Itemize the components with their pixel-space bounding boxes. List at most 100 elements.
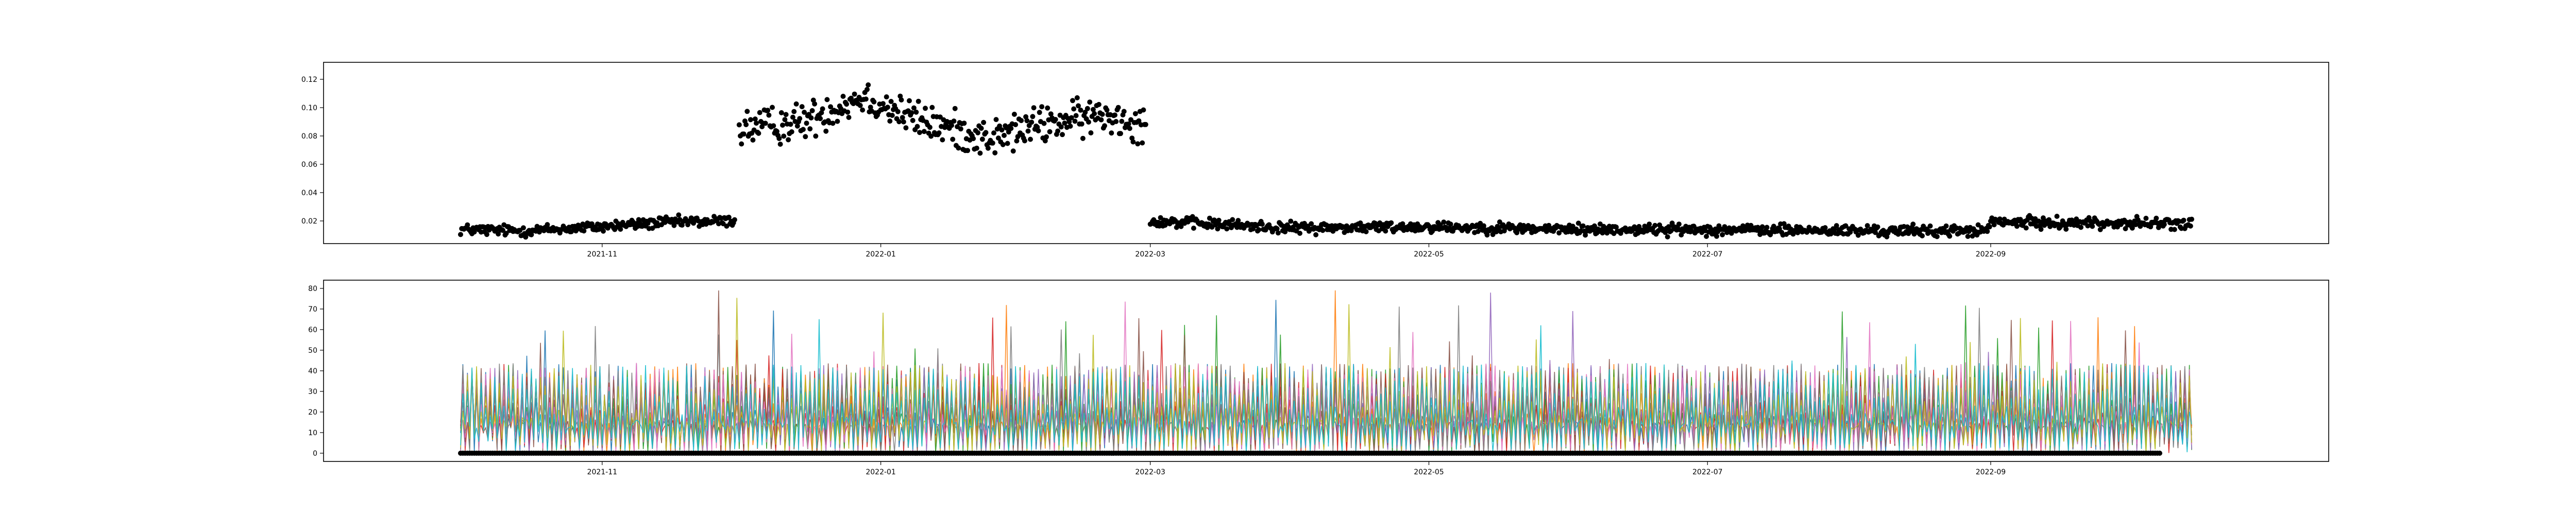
scatter-point [830, 121, 836, 126]
scatter-point [766, 112, 772, 118]
scatter-point [1023, 114, 1029, 119]
scatter-point [601, 228, 606, 234]
scatter-point [1235, 218, 1241, 224]
scatter-point [1663, 230, 1668, 235]
scatter-point [2097, 227, 2103, 232]
scatter-chart-top: 2021-11 2022-01 2022-03 2022-05 2022-07 2022-… [301, 62, 2329, 259]
scatter-point [1580, 223, 1586, 229]
scatter-point [503, 231, 509, 236]
scatter-point [1575, 220, 1581, 226]
x-tick-label: 2021-11 [587, 468, 618, 476]
scatter-point [907, 98, 912, 104]
scatter-point [844, 101, 850, 107]
scatter-point [845, 109, 851, 115]
x-tick-label: 2022-09 [1976, 468, 2006, 476]
scatter-point [484, 232, 489, 237]
scatter-point [1000, 142, 1006, 147]
scatter-point [909, 110, 914, 115]
scatter-point [1822, 225, 1828, 231]
scatter-point [936, 130, 942, 136]
scatter-point [1363, 229, 1369, 234]
scatter-point [1991, 222, 1997, 228]
scatter-point [901, 119, 906, 125]
x-tick-label: 2022-03 [1135, 468, 1165, 476]
scatter-point [1400, 221, 1405, 227]
scatter-point [782, 117, 788, 123]
scatter-point [1676, 221, 1682, 227]
scatter-point [991, 130, 996, 136]
y-tick-label: 10 [308, 429, 317, 437]
scatter-point [852, 91, 857, 97]
scatter-point [1028, 136, 1033, 142]
scatter-point [896, 119, 902, 125]
scatter-point [1045, 105, 1050, 111]
scatter-point [812, 101, 818, 107]
x-tick-label: 2021-11 [587, 250, 618, 259]
scatter-point [2054, 214, 2060, 219]
scatter-point [911, 105, 917, 111]
scatter-point [743, 122, 749, 127]
scatter-point [985, 145, 991, 151]
scatter-point [2129, 225, 2135, 231]
scatter-point [2018, 217, 2023, 222]
scatter-point [1082, 110, 1088, 115]
scatter-point [1215, 226, 1221, 232]
zero-marker [2157, 451, 2162, 456]
scatter-point [887, 118, 893, 124]
scatter-point [1908, 229, 1913, 234]
scatter-point [979, 136, 985, 142]
scatter-point [965, 148, 971, 153]
scatter-point [1141, 107, 1146, 113]
scatter-point [1010, 148, 1016, 154]
scatter-point [752, 116, 758, 122]
scatter-point [762, 121, 768, 126]
scatter-point [2143, 215, 2149, 221]
scatter-point [1112, 112, 1117, 118]
scatter-point [732, 217, 737, 222]
scatter-point [765, 108, 771, 113]
scatter-point [1008, 126, 1014, 131]
scatter-point [1947, 233, 1953, 239]
scatter-point [1099, 112, 1105, 117]
scatter-point [1067, 124, 1073, 129]
scatter-point [928, 133, 934, 139]
scatter-point [2181, 217, 2187, 223]
scatter-point [1074, 95, 1080, 100]
scatter-point [1224, 226, 1230, 232]
scatter-point [860, 107, 866, 113]
scatter-point [977, 150, 983, 156]
series-line [460, 319, 2192, 453]
y-tick-label: 0.08 [301, 132, 317, 141]
scatter-point [1042, 138, 1048, 144]
scatter-point [1927, 223, 1933, 229]
scatter-point [807, 126, 813, 132]
scatter-point [1011, 111, 1017, 117]
scatter-point [1230, 217, 1235, 222]
x-tick-label: 2022-09 [1976, 250, 2006, 259]
scatter-point [900, 115, 905, 121]
scatter-point [618, 227, 623, 232]
scatter-point [910, 117, 916, 123]
scatter-point [1178, 224, 1184, 229]
scatter-point [846, 115, 852, 120]
scatter-point [2014, 224, 2020, 229]
scatter-point [1071, 106, 1077, 112]
y-tick-label: 0.04 [301, 189, 317, 197]
line-chart-bottom: 2021-11 2022-01 2022-03 2022-05 2022-07 2022-… [308, 280, 2329, 476]
scatter-point [791, 109, 797, 114]
scatter-point [1115, 105, 1121, 110]
scatter-point [835, 118, 840, 124]
scatter-point [799, 104, 805, 110]
series-lines [460, 290, 2192, 454]
scatter-point [800, 127, 806, 132]
scatter-point [865, 87, 870, 92]
scatter-point [1076, 103, 1081, 109]
scatter-point [1388, 220, 1394, 226]
scatter-point [1475, 229, 1481, 234]
scatter-point [797, 116, 803, 122]
scatter-point [885, 105, 890, 110]
scatter-point [1130, 139, 1136, 145]
x-tick-label: 2022-01 [866, 468, 896, 476]
scatter-point [1118, 131, 1123, 136]
